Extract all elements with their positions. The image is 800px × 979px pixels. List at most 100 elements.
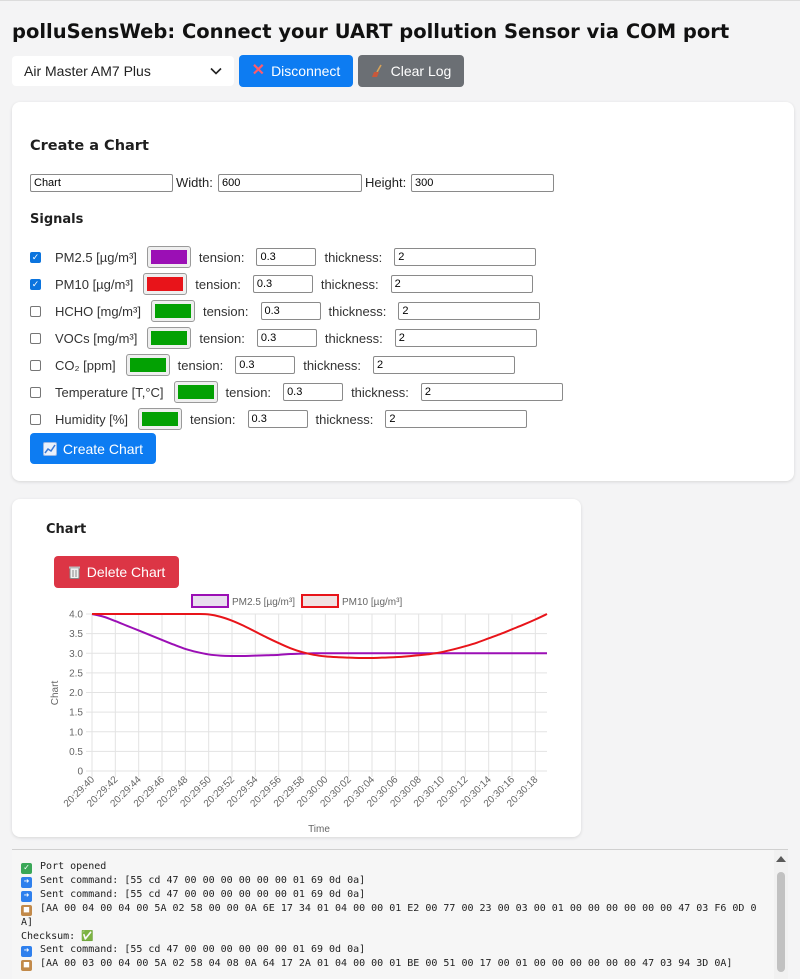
tension-input[interactable]: 0.3 <box>252 275 313 293</box>
log-line: Checksum: ✅ <box>21 930 763 944</box>
thickness-input[interactable]: 2 <box>385 410 528 428</box>
log-panel[interactable]: ✓ Port opened ➜ Sent command: [55 cd 47 0… <box>12 849 788 979</box>
y-axis-title: Chart <box>50 681 61 706</box>
tension-input[interactable]: 0.3 <box>283 383 344 401</box>
disconnect-button[interactable]: ✕ Disconnect <box>239 55 353 87</box>
scroll-up-arrow-icon[interactable] <box>776 856 786 862</box>
check-icon: ✓ <box>21 863 32 874</box>
signal-row: HCHO [mg/m³] tension: 0.3 thickness: 2 <box>30 300 541 322</box>
width-input[interactable]: 600 <box>218 174 362 192</box>
legend-label: PM10 [µg/m³] <box>342 597 402 608</box>
tension-input[interactable]: 0.3 <box>235 356 296 374</box>
log-text: Checksum: ✅ <box>21 930 94 942</box>
legend-swatch <box>301 594 339 608</box>
line-chart: 4.03.53.02.52.01.51.00.5020:29:4020:29:4… <box>50 594 548 835</box>
package-icon: ■ <box>21 960 32 972</box>
thickness-input[interactable]: 2 <box>398 302 541 320</box>
page-title: polluSensWeb: Connect your UART pollutio… <box>12 20 730 43</box>
log-line: ➜ Sent command: [55 cd 47 00 00 00 00 00… <box>21 888 763 902</box>
signal-row: ✓ PM10 [µg/m³] tension: 0.3 thickness: 2 <box>30 273 533 295</box>
signal-color-picker[interactable] <box>173 381 218 403</box>
signal-checkbox[interactable] <box>30 359 41 371</box>
log-line: ■ [AA 00 03 00 04 00 5A 02 58 04 08 0A 6… <box>21 957 763 972</box>
y-tick-label: 1.0 <box>69 727 83 738</box>
log-text: Sent command: [55 cd 47 00 00 00 00 00 0… <box>40 875 366 886</box>
log-text: Sent command: [55 cd 47 00 00 00 00 00 0… <box>40 889 366 900</box>
signal-checkbox[interactable]: ✓ <box>30 278 41 290</box>
signal-color-picker[interactable] <box>147 327 192 349</box>
legend-swatch <box>191 594 229 608</box>
signal-color-picker[interactable] <box>137 408 182 430</box>
tension-input[interactable]: 0.3 <box>247 410 308 428</box>
signal-checkbox[interactable] <box>30 305 41 317</box>
thickness-label: thickness: <box>328 303 387 319</box>
signal-checkbox[interactable] <box>30 413 41 425</box>
y-tick-label: 2.5 <box>69 668 83 679</box>
y-tick-label: 1.5 <box>69 708 83 719</box>
log-line: ■ [AA 00 04 00 04 00 5A 02 58 00 00 0A 6… <box>21 902 763 930</box>
log-text: [AA 00 04 00 04 00 5A 02 58 00 00 0A 6E … <box>21 903 757 928</box>
x-axis-title: Time <box>308 824 330 835</box>
y-tick-label: 3.0 <box>69 649 83 660</box>
y-tick-label: 3.5 <box>69 629 83 640</box>
color-swatch <box>129 358 166 372</box>
thickness-label: thickness: <box>315 411 374 427</box>
series-line-pm10 <box>91 612 548 660</box>
signals-heading: Signals <box>30 212 84 227</box>
scroll-thumb[interactable] <box>777 872 785 972</box>
thickness-input[interactable]: 2 <box>373 356 516 374</box>
log-line: ➜ Sent command: [55 cd 47 00 00 00 00 00… <box>21 874 763 888</box>
signal-row: ✓ PM2.5 [µg/m³] tension: 0.3 thickness: … <box>30 246 537 268</box>
tension-input[interactable]: 0.3 <box>260 302 321 320</box>
chart-name-input[interactable]: Chart <box>30 174 173 192</box>
color-swatch <box>141 412 178 426</box>
device-select[interactable]: Air Master AM7 Plus <box>12 56 234 86</box>
signal-name: HCHO [mg/m³] <box>55 303 141 319</box>
color-swatch <box>151 331 188 345</box>
signal-row: VOCs [mg/m³] tension: 0.3 thickness: 2 <box>30 327 537 349</box>
tension-label: tension: <box>189 411 236 427</box>
close-x-icon: ✕ <box>251 62 266 79</box>
chart-heading: Chart <box>46 522 87 537</box>
log-scrollbar[interactable] <box>774 850 788 979</box>
thickness-input[interactable]: 2 <box>420 383 563 401</box>
signal-color-picker[interactable] <box>125 354 170 376</box>
signal-name: PM2.5 [µg/m³] <box>55 249 137 265</box>
tension-label: tension: <box>177 357 224 373</box>
chart-icon <box>42 441 57 456</box>
chart-card: Chart Delete Chart <box>12 499 581 837</box>
tension-input[interactable]: 0.3 <box>256 329 317 347</box>
legend-label: PM2.5 [µg/m³] <box>232 597 295 608</box>
color-swatch <box>177 385 214 399</box>
clear-log-button[interactable]: Clear Log <box>358 55 464 87</box>
tension-input[interactable]: 0.3 <box>256 248 317 266</box>
signal-color-picker[interactable] <box>146 246 191 268</box>
thickness-label: thickness: <box>320 276 379 292</box>
signal-row: CO₂ [ppm] tension: 0.3 thickness: 2 <box>30 354 516 376</box>
series-line-pm25 <box>91 613 547 658</box>
delete-chart-button[interactable]: Delete Chart <box>54 556 179 588</box>
signal-checkbox[interactable] <box>30 332 41 344</box>
thickness-input[interactable]: 2 <box>390 275 533 293</box>
height-input[interactable]: 300 <box>411 174 554 192</box>
signal-checkbox[interactable] <box>30 386 41 398</box>
log-line: ✓ Port opened <box>21 860 763 874</box>
y-tick-label: 2.0 <box>69 688 83 699</box>
signal-row: Humidity [%] tension: 0.3 thickness: 2 <box>30 408 528 430</box>
tension-label: tension: <box>195 276 241 292</box>
trash-icon <box>68 566 80 579</box>
thickness-input[interactable]: 2 <box>394 329 537 347</box>
signal-name: CO₂ [ppm] <box>55 357 116 373</box>
arrow-right-icon: ➜ <box>21 891 32 902</box>
signal-color-picker[interactable] <box>150 300 195 322</box>
height-label: Height: <box>365 175 407 190</box>
log-lines: ✓ Port opened ➜ Sent command: [55 cd 47 0… <box>21 860 763 972</box>
signal-name: Temperature [T,°C] <box>55 384 164 400</box>
arrow-right-icon: ➜ <box>21 946 32 958</box>
signal-name: VOCs [mg/m³] <box>55 330 138 346</box>
signal-checkbox[interactable]: ✓ <box>30 251 41 263</box>
arrow-right-icon: ➜ <box>21 877 32 888</box>
create-chart-button[interactable]: Create Chart <box>30 433 156 464</box>
thickness-input[interactable]: 2 <box>394 248 537 266</box>
signal-color-picker[interactable] <box>143 273 188 295</box>
